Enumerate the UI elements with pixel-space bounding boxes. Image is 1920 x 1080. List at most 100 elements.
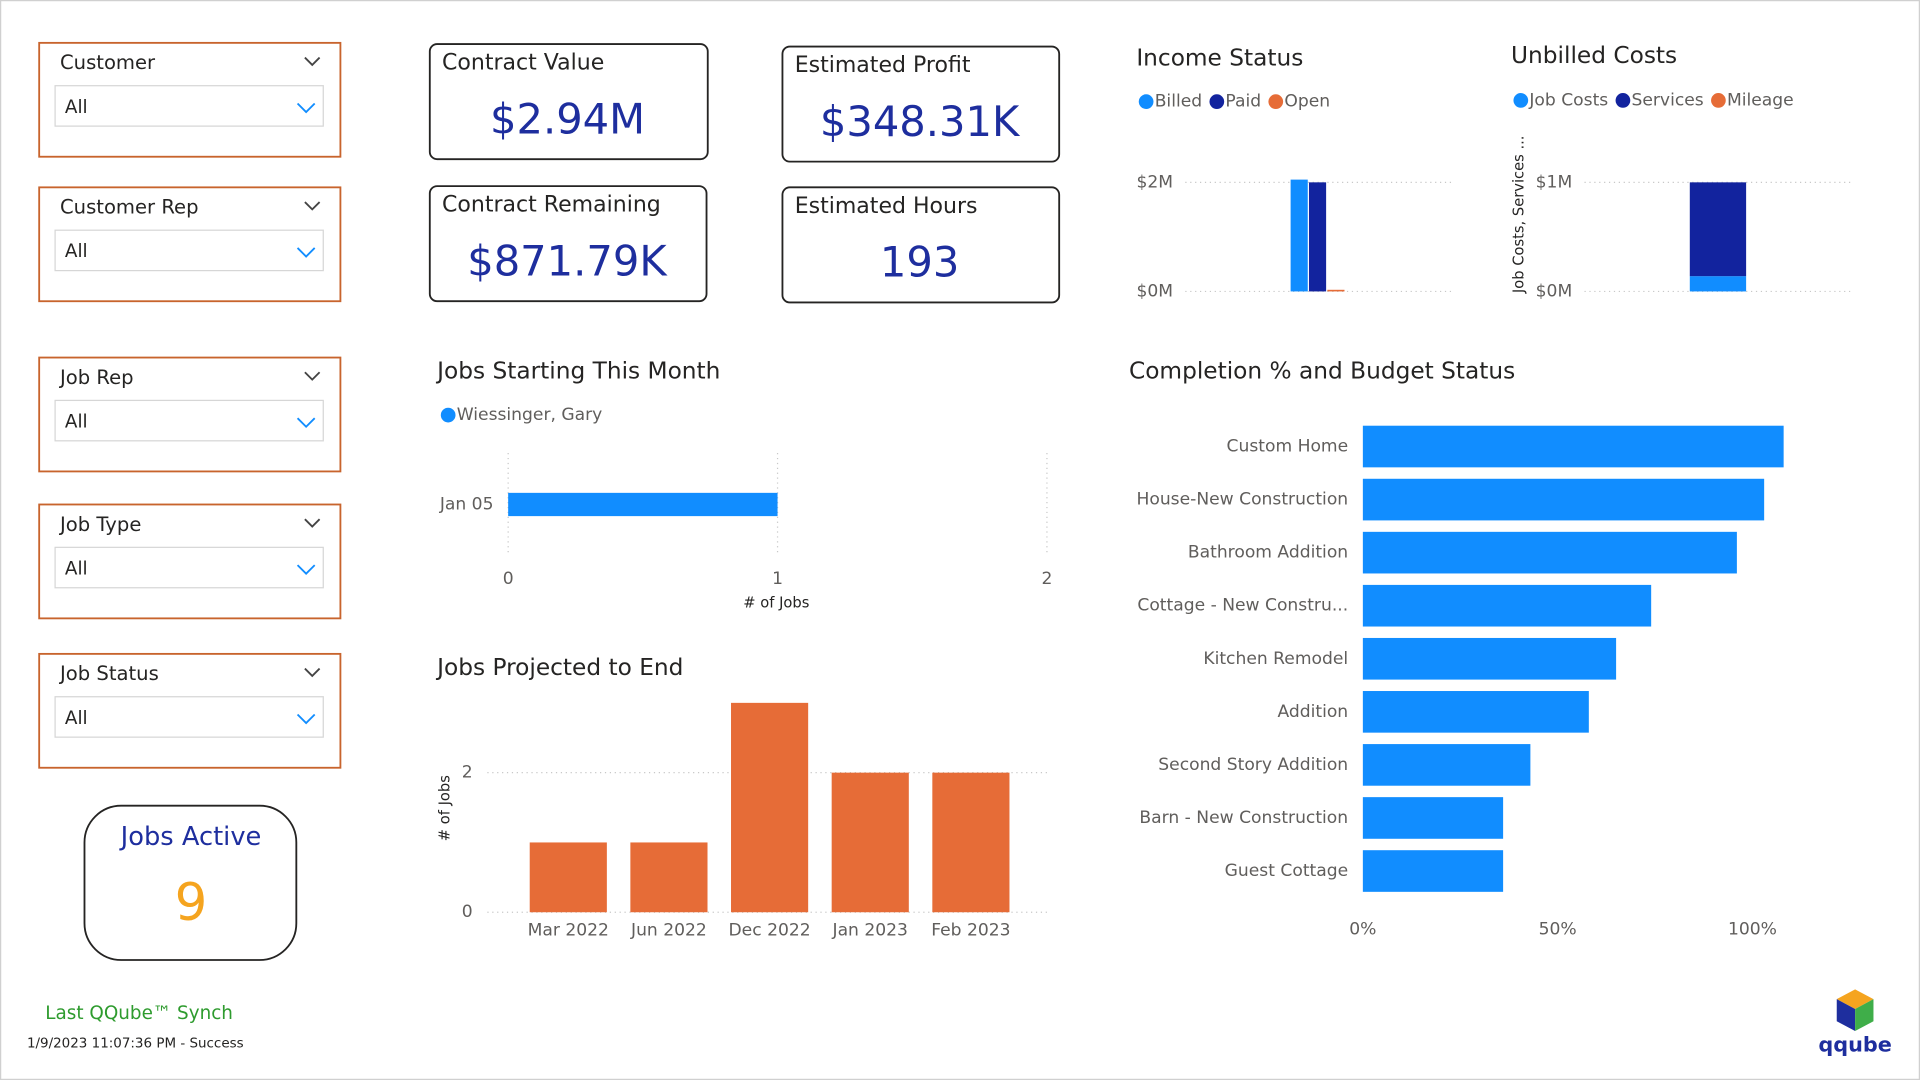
filter-collapse[interactable] — [304, 201, 321, 211]
bar — [1362, 797, 1504, 839]
bar — [1362, 425, 1784, 468]
legend-marker — [1209, 94, 1225, 109]
kpi-value: $871.79K — [467, 236, 668, 285]
bar — [1362, 850, 1504, 892]
legend-marker — [1138, 94, 1154, 109]
filter-collapse[interactable] — [304, 371, 321, 381]
kpi-value: 193 — [880, 238, 959, 287]
x-axis-label: # of Jobs — [743, 595, 809, 612]
y-tick-label: Cottage - New Constru... — [1137, 596, 1348, 616]
y-tick-label: Guest Cottage — [1225, 861, 1349, 881]
legend-label: Paid — [1225, 92, 1261, 112]
filter-label: Customer Rep — [60, 196, 199, 219]
kpi-label: Estimated Profit — [795, 53, 971, 78]
bar — [529, 842, 607, 913]
dropdown-value[interactable]: All — [65, 411, 88, 432]
kpi-value: $348.31K — [820, 97, 1021, 146]
bar-segment — [1689, 182, 1747, 277]
jobs-active-card — [83, 804, 298, 961]
bar — [1290, 179, 1308, 292]
legend-marker — [1615, 93, 1631, 108]
bar — [1362, 531, 1737, 574]
y-tick-label: House-New Construction — [1136, 490, 1348, 510]
filter-collapse[interactable] — [304, 667, 321, 678]
x-tick-label: 0 — [503, 569, 514, 589]
dropdown-arrow[interactable] — [296, 417, 316, 429]
legend-marker — [1268, 94, 1284, 109]
y-tick-label: $0M — [1136, 281, 1173, 301]
y-axis-label: Job Costs, Services ... — [1511, 136, 1528, 295]
bar — [831, 772, 909, 913]
sync-status: 1/9/2023 11:07:36 PM - Success — [27, 1036, 244, 1051]
dropdown-value[interactable]: All — [65, 97, 88, 118]
jobs-active-value: 9 — [175, 873, 208, 933]
y-tick-label: $1M — [1536, 172, 1573, 192]
kpi-label: Estimated Hours — [795, 194, 978, 219]
kpi-value: $2.94M — [490, 94, 645, 143]
y-tick-label: Kitchen Remodel — [1203, 649, 1348, 669]
chart-title: Jobs Projected to End — [435, 654, 683, 681]
dropdown-value[interactable]: All — [65, 558, 88, 579]
dropdown-arrow[interactable] — [296, 247, 316, 258]
y-tick-label: $0M — [1536, 281, 1573, 301]
logo-text: qqube — [1818, 1033, 1892, 1057]
y-axis-label: # of Jobs — [437, 775, 454, 841]
x-tick-label: Jan 2023 — [832, 921, 908, 941]
kpi-card — [781, 186, 1061, 304]
dropdown[interactable] — [54, 85, 324, 127]
kpi-card — [428, 185, 708, 303]
dropdown-arrow[interactable] — [296, 564, 316, 575]
filter-collapse[interactable] — [304, 56, 321, 67]
legend-label: Billed — [1155, 92, 1202, 112]
filter-label: Job Rep — [58, 366, 134, 389]
dropdown-value[interactable]: All — [65, 241, 88, 262]
bar — [932, 772, 1010, 913]
kpi-card — [428, 43, 709, 161]
dropdown-arrow[interactable] — [296, 713, 316, 725]
chart-title: Completion % and Budget Status — [1129, 358, 1515, 385]
legend-label: Mileage — [1727, 90, 1794, 110]
kpi-label: Contract Remaining — [442, 193, 661, 218]
x-tick-label: Feb 2023 — [931, 921, 1010, 941]
filter-label: Customer — [60, 51, 156, 74]
x-tick-label: 0% — [1349, 919, 1376, 939]
y-tick-label: Bathroom Addition — [1188, 543, 1348, 563]
bar — [731, 702, 809, 913]
y-tick-label: Custom Home — [1227, 437, 1349, 457]
x-tick-label: 100% — [1728, 919, 1777, 939]
kpi-label: Contract Value — [442, 51, 604, 76]
y-tick-label: $2M — [1136, 172, 1173, 192]
bar — [1327, 289, 1345, 292]
filter-label: Job Type — [58, 513, 141, 536]
legend-marker — [440, 407, 456, 423]
bar — [1362, 744, 1531, 786]
dropdown-arrow[interactable] — [296, 102, 316, 114]
dropdown[interactable] — [54, 399, 324, 442]
y-tick-label: Addition — [1277, 702, 1348, 722]
chart-title: Unbilled Costs — [1511, 42, 1677, 69]
legend-label: Job Costs — [1528, 90, 1608, 110]
x-tick-label: Mar 2022 — [528, 921, 609, 941]
filter-collapse[interactable] — [304, 518, 321, 528]
dropdown[interactable] — [54, 546, 324, 589]
legend-label: Wiessinger, Gary — [457, 405, 603, 425]
bar — [630, 842, 708, 913]
jobs-active-label: Jobs Active — [119, 822, 262, 852]
x-tick-label: 2 — [1041, 569, 1052, 589]
chart-title: Jobs Starting This Month — [435, 358, 720, 385]
legend-marker — [1711, 93, 1726, 108]
dropdown[interactable] — [54, 696, 324, 738]
bar — [1362, 637, 1617, 680]
y-tick-label: Second Story Addition — [1158, 755, 1348, 775]
x-tick-label: 50% — [1539, 919, 1577, 939]
bar — [1362, 478, 1765, 521]
x-tick-label: Dec 2022 — [729, 921, 811, 941]
y-tick-label: Barn - New Construction — [1139, 808, 1348, 828]
x-tick-label: Jun 2022 — [630, 921, 707, 941]
logo-cube-right — [1855, 999, 1874, 1032]
dropdown[interactable] — [54, 229, 324, 272]
dropdown-value[interactable]: All — [65, 708, 88, 729]
y-tick-label: 2 — [462, 763, 473, 783]
logo-cube-left — [1836, 999, 1856, 1032]
